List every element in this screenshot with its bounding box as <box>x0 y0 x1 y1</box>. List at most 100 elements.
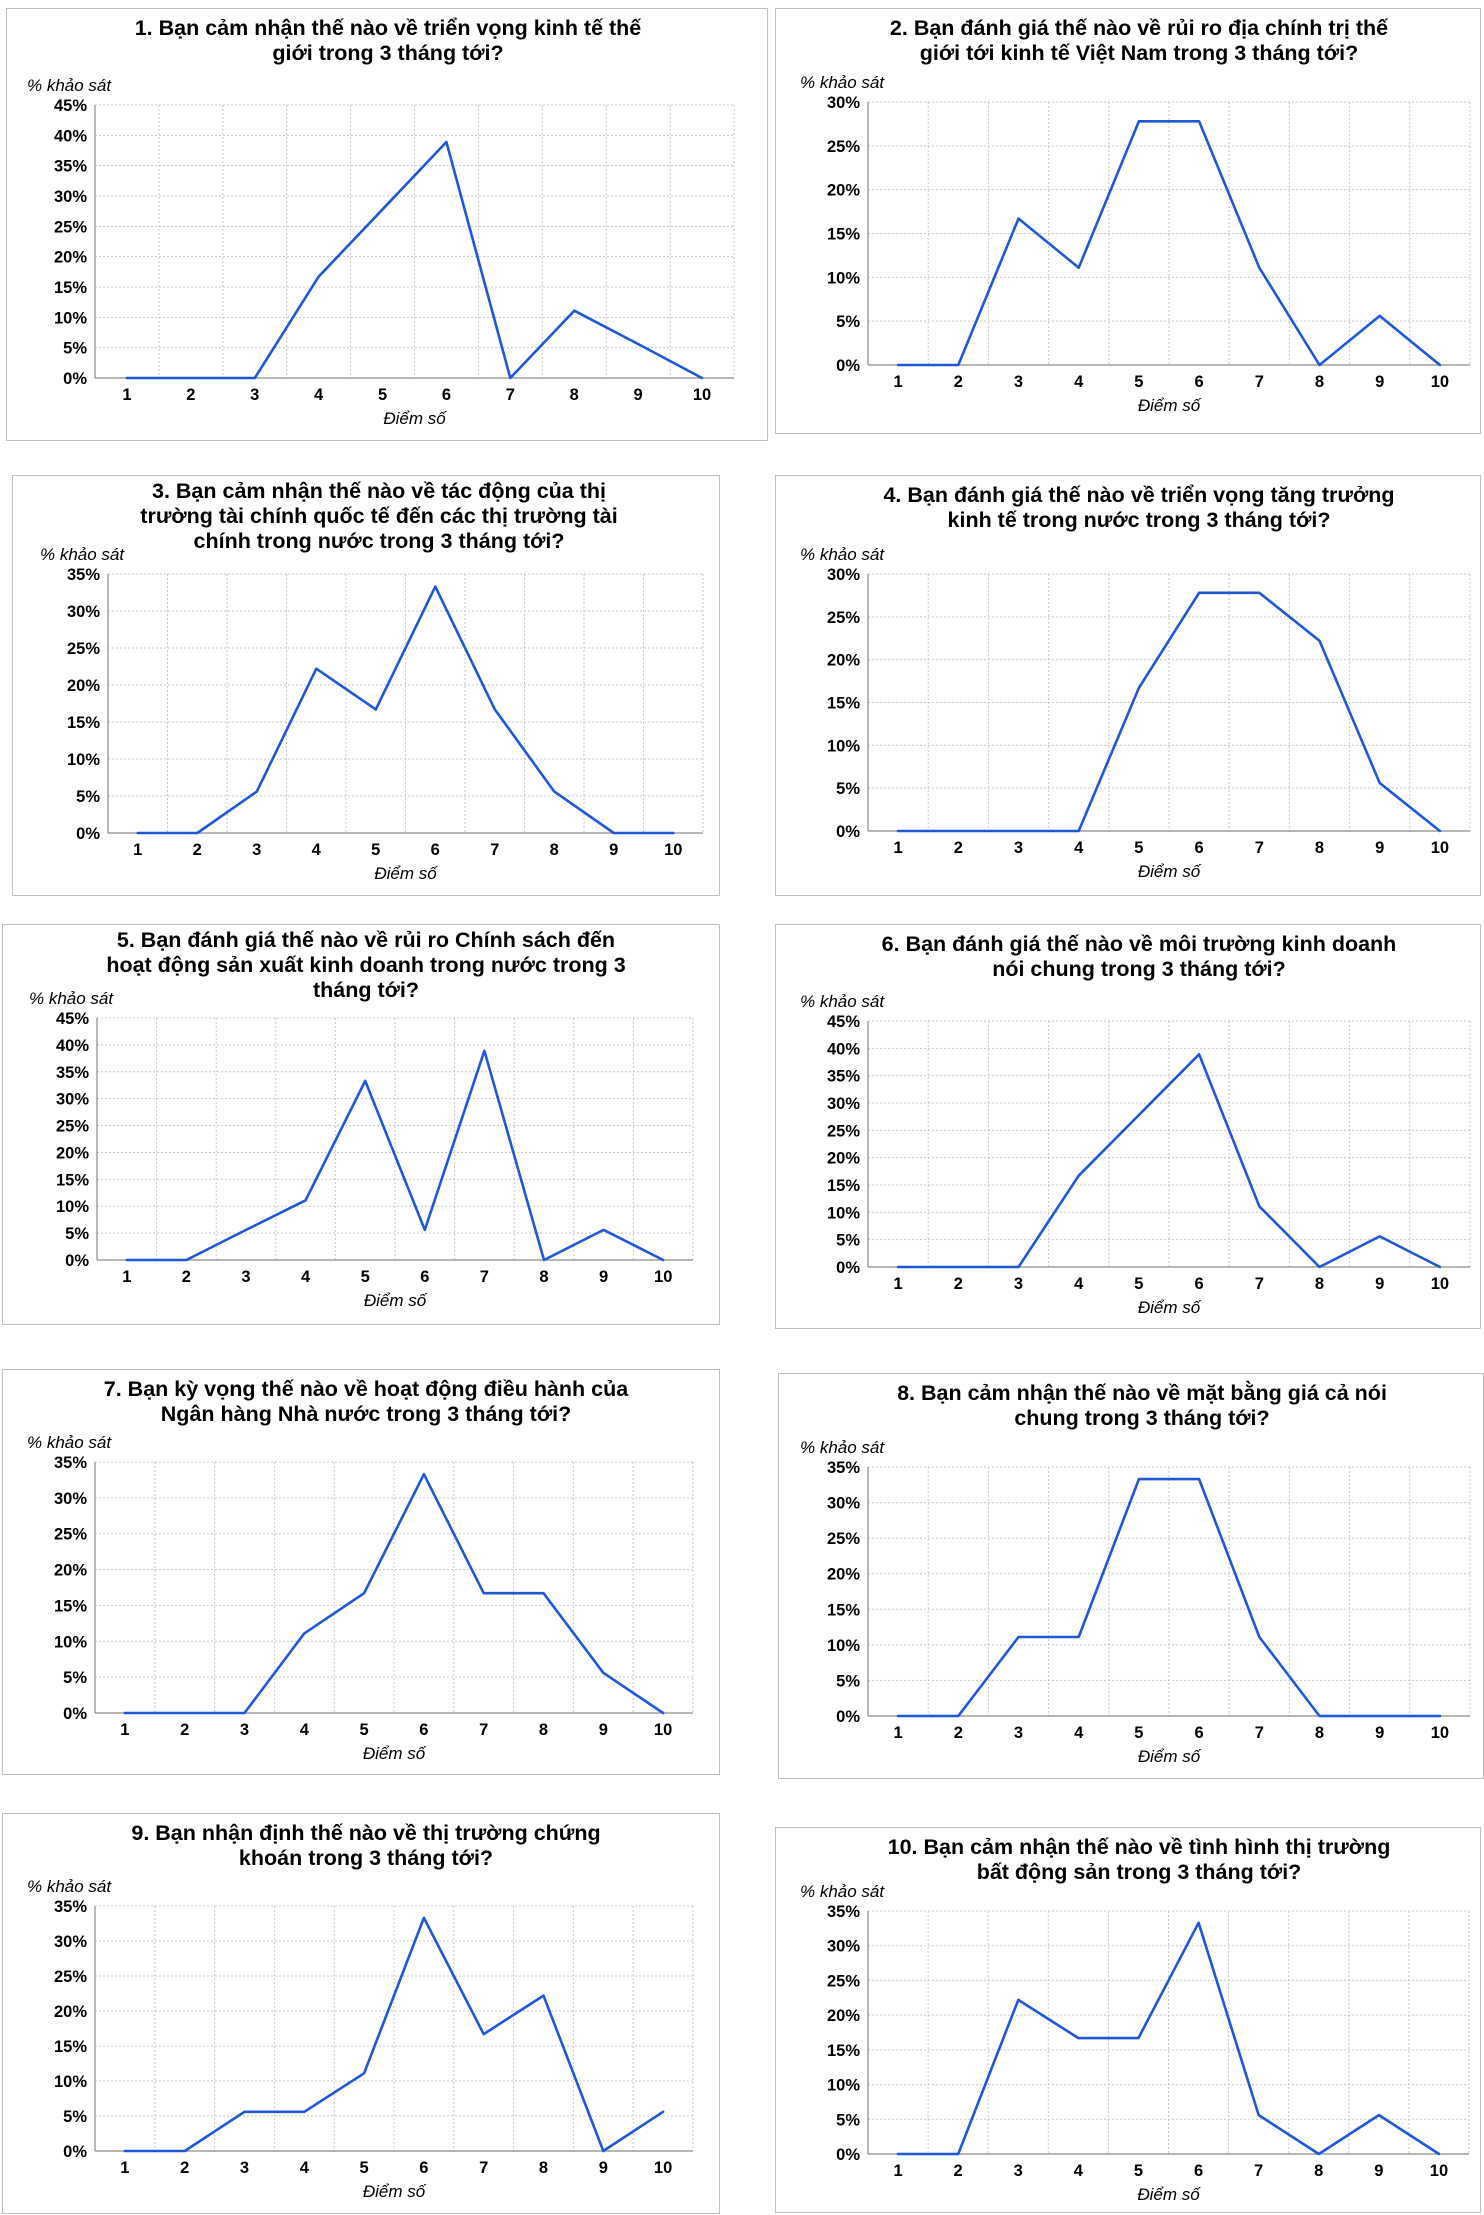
x-tick-label: 6 <box>1194 2162 1203 2180</box>
x-tick-label: 8 <box>1315 839 1324 857</box>
chart-panel-9: 9. Bạn nhận định thế nào về thị trường c… <box>2 1813 720 2214</box>
y-tick-label: 25% <box>827 1122 860 1140</box>
x-tick-label: 8 <box>550 841 559 859</box>
chart-svg-9: 9. Bạn nhận định thế nào về thị trường c… <box>27 1821 694 2201</box>
x-tick-label: 3 <box>1014 1275 1023 1293</box>
chart-panel-2: 2. Bạn đánh giá thế nào về rủi ro địa ch… <box>775 8 1481 434</box>
data-point <box>541 1590 547 1596</box>
data-point <box>660 1257 666 1263</box>
y-tick-label: 5% <box>836 780 860 798</box>
data-point <box>194 830 200 836</box>
x-axis-label: Điểm số <box>1137 2185 1201 2204</box>
x-tick-label: 7 <box>1255 839 1264 857</box>
data-point <box>955 2151 961 2157</box>
y-tick-label: 15% <box>54 1597 87 1615</box>
x-tick-label: 6 <box>442 386 451 404</box>
x-tick-label: 2 <box>954 373 963 391</box>
data-point <box>373 706 379 712</box>
x-tick-label: 6 <box>419 1721 428 1739</box>
data-point <box>635 341 641 347</box>
y-tick-label: 40% <box>54 127 87 145</box>
y-tick-label: 0% <box>836 357 860 375</box>
series-line <box>896 1921 1441 2156</box>
y-tick-label: 45% <box>827 1013 860 1031</box>
y-tick-label: 10% <box>67 751 100 769</box>
x-tick-label: 4 <box>314 386 324 404</box>
y-tick-label: 5% <box>836 313 860 331</box>
y-tick-label: 10% <box>54 2073 87 2091</box>
chart-title-line: giới trong 3 tháng tới? <box>272 41 503 65</box>
chart-panel-10: 10. Bạn cảm nhận thế nào về tình hình th… <box>775 1827 1481 2213</box>
x-tick-label: 10 <box>1430 2162 1448 2180</box>
data-point <box>1136 118 1142 124</box>
data-point <box>481 1590 487 1596</box>
y-tick-label: 35% <box>67 566 100 584</box>
data-point <box>955 1713 961 1719</box>
x-tick-label: 9 <box>1374 2162 1383 2180</box>
x-tick-label: 7 <box>1255 373 1264 391</box>
data-point <box>362 1078 368 1084</box>
y-tick-label: 0% <box>63 1705 87 1723</box>
x-tick-label: 1 <box>133 841 142 859</box>
data-point <box>122 1710 128 1716</box>
x-tick-label: 3 <box>250 386 259 404</box>
chart-panel-8: 8. Bạn cảm nhận thế nào về mặt bằng giá … <box>778 1373 1484 1779</box>
y-tick-label: 30% <box>827 566 860 584</box>
data-point <box>1196 1476 1202 1482</box>
y-tick-label: 30% <box>56 1091 89 1109</box>
x-tick-label: 1 <box>120 2159 129 2177</box>
x-tick-label: 8 <box>570 386 579 404</box>
chart-panel-3: 3. Bạn cảm nhận thế nào về tác động của … <box>12 475 720 896</box>
y-tick-label: 35% <box>54 158 87 176</box>
x-tick-label: 8 <box>539 1268 548 1286</box>
y-axis-label: % khảo sát <box>800 1438 885 1457</box>
x-tick-label: 5 <box>360 1721 369 1739</box>
y-tick-label: 10% <box>827 269 860 287</box>
y-tick-label: 20% <box>56 1144 89 1162</box>
y-tick-label: 30% <box>54 1933 87 1951</box>
chart-title-line: 6. Bạn đánh giá thế nào về môi trường ki… <box>882 932 1397 956</box>
data-point <box>124 1257 130 1263</box>
y-tick-label: 40% <box>56 1037 89 1055</box>
y-tick-label: 40% <box>827 1040 860 1058</box>
y-tick-label: 15% <box>827 1177 860 1195</box>
x-tick-label: 4 <box>1074 1275 1084 1293</box>
x-tick-label: 8 <box>1315 373 1324 391</box>
y-tick-label: 15% <box>67 714 100 732</box>
x-tick-label: 7 <box>506 386 515 404</box>
data-point <box>1076 265 1082 271</box>
data-point <box>1135 2035 1141 2041</box>
data-point <box>443 139 449 145</box>
y-axis-label: % khảo sát <box>29 989 114 1008</box>
x-tick-label: 6 <box>431 841 440 859</box>
x-tick-label: 4 <box>300 1721 310 1739</box>
x-tick-label: 5 <box>378 386 387 404</box>
chart-panel-6: 6. Bạn đánh giá thế nào về môi trường ki… <box>775 924 1481 1329</box>
data-point <box>1436 2151 1442 2157</box>
x-axis-label: Điểm số <box>1138 1298 1202 1317</box>
y-tick-label: 35% <box>827 1903 860 1921</box>
x-tick-label: 3 <box>241 1268 250 1286</box>
chart-title-line: 2. Bạn đánh giá thế nào về rủi ro địa ch… <box>890 16 1388 40</box>
y-tick-label: 0% <box>836 1259 860 1277</box>
chart-title-line: trường tài chính quốc tế đến các thị trư… <box>140 504 617 528</box>
x-tick-label: 1 <box>122 1268 131 1286</box>
y-tick-label: 30% <box>827 1095 860 1113</box>
y-tick-label: 20% <box>827 1566 860 1584</box>
x-tick-label: 7 <box>1255 1275 1264 1293</box>
x-tick-label: 1 <box>894 1724 903 1742</box>
y-tick-label: 35% <box>54 1454 87 1472</box>
data-point <box>1437 1713 1443 1719</box>
chart-panel-5: 5. Bạn đánh giá thế nào về rủi ro Chính … <box>2 924 720 1325</box>
chart-title-line: khoán trong 3 tháng tới? <box>239 1846 493 1870</box>
x-tick-label: 3 <box>252 841 261 859</box>
data-point <box>254 789 260 795</box>
y-tick-label: 5% <box>63 340 87 358</box>
x-tick-label: 7 <box>480 1268 489 1286</box>
data-point <box>242 2109 248 2115</box>
x-tick-label: 1 <box>894 373 903 391</box>
y-tick-label: 0% <box>836 823 860 841</box>
chart-svg-2: 2. Bạn đánh giá thế nào về rủi ro địa ch… <box>800 16 1471 415</box>
data-point <box>895 362 901 368</box>
data-point <box>380 206 386 212</box>
